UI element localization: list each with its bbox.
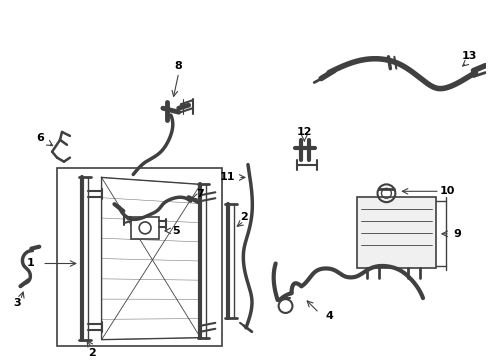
Bar [356, 197, 435, 269]
Text: 2: 2 [88, 347, 95, 357]
Text: 8: 8 [175, 61, 182, 71]
Text: 12: 12 [296, 127, 311, 137]
Text: 3: 3 [14, 298, 21, 308]
Text: 9: 9 [453, 229, 461, 239]
Text: 1: 1 [26, 258, 34, 269]
Text: 7: 7 [196, 189, 204, 199]
Bar [57, 167, 222, 346]
Text: 13: 13 [461, 51, 476, 61]
Text: 4: 4 [325, 311, 332, 321]
Text: 2: 2 [240, 212, 247, 222]
Text: 6: 6 [36, 133, 44, 143]
Text: 11: 11 [219, 172, 234, 183]
Text: 5: 5 [172, 226, 179, 236]
Text: 10: 10 [439, 186, 454, 196]
Bar [131, 217, 159, 239]
